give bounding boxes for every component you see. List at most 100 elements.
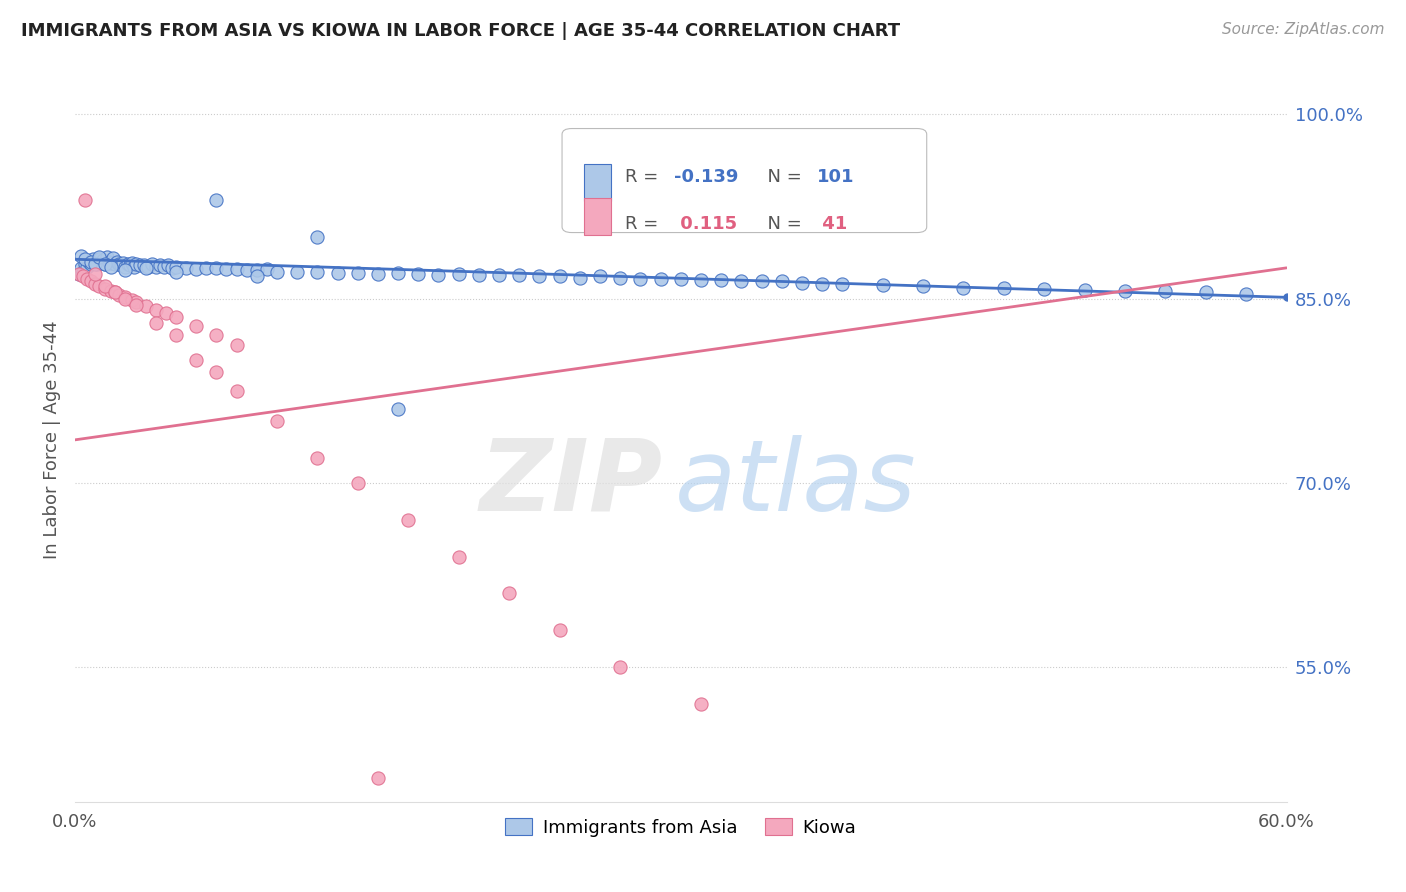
Point xyxy=(710,273,733,287)
Point xyxy=(156,259,179,273)
Point xyxy=(75,257,97,271)
Point xyxy=(128,259,150,273)
Point xyxy=(153,260,176,274)
Point xyxy=(110,259,132,273)
Point xyxy=(307,451,329,466)
Point xyxy=(447,267,470,281)
Point xyxy=(100,260,122,274)
Point xyxy=(72,269,94,284)
Point xyxy=(628,272,651,286)
Point xyxy=(225,338,247,352)
Point xyxy=(90,256,112,270)
Point xyxy=(132,259,155,273)
Point xyxy=(256,262,278,277)
Point xyxy=(80,274,103,288)
Point xyxy=(67,267,90,281)
Point xyxy=(285,264,308,278)
Point xyxy=(1234,286,1257,301)
Point xyxy=(124,295,146,310)
Point xyxy=(730,274,752,288)
FancyBboxPatch shape xyxy=(583,198,610,235)
Point xyxy=(114,292,136,306)
Point xyxy=(790,276,813,290)
Point xyxy=(103,251,125,265)
Point xyxy=(1073,283,1095,297)
Point xyxy=(205,260,228,275)
Point xyxy=(468,268,491,283)
Point xyxy=(447,549,470,564)
FancyBboxPatch shape xyxy=(583,164,610,202)
Point xyxy=(174,260,197,275)
Point xyxy=(94,257,117,271)
Point xyxy=(70,249,93,263)
Point xyxy=(124,257,146,271)
Point xyxy=(205,194,228,208)
Point xyxy=(165,328,187,343)
Point xyxy=(112,256,135,270)
Point xyxy=(205,328,228,343)
Point xyxy=(84,267,107,281)
Point xyxy=(488,268,510,283)
Point xyxy=(96,250,118,264)
Y-axis label: In Labor Force | Age 35-44: In Labor Force | Age 35-44 xyxy=(44,320,60,559)
Point xyxy=(104,285,127,300)
FancyBboxPatch shape xyxy=(562,128,927,233)
Point xyxy=(80,254,103,268)
Point xyxy=(77,254,100,268)
Point xyxy=(84,254,107,268)
Point xyxy=(76,272,98,286)
Text: 41: 41 xyxy=(817,215,848,233)
Point xyxy=(100,284,122,298)
Point xyxy=(186,353,208,368)
Point xyxy=(149,259,172,273)
Text: N =: N = xyxy=(756,215,807,233)
Point xyxy=(76,260,98,274)
Point xyxy=(160,260,183,275)
Point xyxy=(589,269,612,284)
Point xyxy=(215,262,238,277)
Point xyxy=(89,252,111,267)
Point xyxy=(195,260,218,275)
Point xyxy=(80,257,103,271)
Point xyxy=(165,260,187,274)
Point xyxy=(770,274,793,288)
Point xyxy=(89,279,111,293)
Text: 0.115: 0.115 xyxy=(673,215,737,233)
Point xyxy=(1033,282,1056,296)
Point xyxy=(155,306,177,320)
Text: IMMIGRANTS FROM ASIA VS KIOWA IN LABOR FORCE | AGE 35-44 CORRELATION CHART: IMMIGRANTS FROM ASIA VS KIOWA IN LABOR F… xyxy=(21,22,900,40)
Point xyxy=(165,264,187,278)
Point xyxy=(307,264,329,278)
Point xyxy=(82,252,104,267)
Point xyxy=(124,298,146,312)
Point xyxy=(72,264,94,278)
Point xyxy=(690,697,713,711)
Point xyxy=(145,260,167,274)
Point xyxy=(104,285,127,300)
Text: R =: R = xyxy=(626,215,664,233)
Text: Source: ZipAtlas.com: Source: ZipAtlas.com xyxy=(1222,22,1385,37)
Point xyxy=(872,278,894,293)
Point xyxy=(205,365,228,379)
Point xyxy=(307,230,329,244)
Point xyxy=(121,293,143,307)
Point xyxy=(266,414,288,428)
Point xyxy=(396,513,419,527)
Point xyxy=(548,269,571,284)
Point xyxy=(100,256,122,270)
Point xyxy=(141,257,163,271)
Text: ZIP: ZIP xyxy=(479,434,662,532)
Point xyxy=(751,274,773,288)
Point xyxy=(669,272,692,286)
Text: atlas: atlas xyxy=(675,434,917,532)
Point xyxy=(831,277,853,291)
Point xyxy=(690,273,713,287)
Point xyxy=(326,266,349,280)
Point xyxy=(70,260,93,275)
Text: -0.139: -0.139 xyxy=(673,168,738,186)
Point xyxy=(145,316,167,330)
Point xyxy=(104,257,127,271)
Point xyxy=(98,254,121,268)
Point xyxy=(114,263,136,277)
Point xyxy=(75,194,97,208)
